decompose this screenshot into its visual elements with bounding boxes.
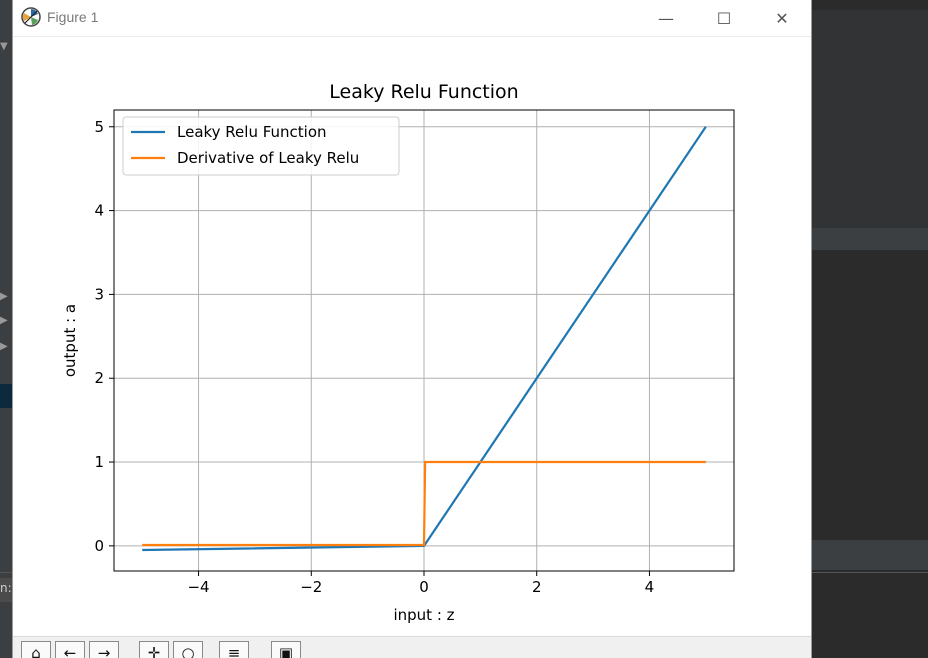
save-icon: ▣ [278, 644, 294, 658]
pan-move-icon: ✛ [147, 644, 161, 658]
forward-arrow-icon: → [97, 644, 111, 658]
forward-button[interactable]: → [89, 641, 119, 658]
legend: Leaky Relu Function Derivative of Leaky R… [122, 116, 400, 176]
window-title: Figure 1 [47, 9, 99, 25]
legend-label-1: Leaky Relu Function [177, 123, 327, 141]
minimize-button[interactable]: — [643, 0, 689, 36]
zoom-icon: ○ [181, 644, 195, 658]
y-tick-label: 0 [94, 537, 104, 555]
legend-box [122, 116, 400, 176]
save-button[interactable]: ▣ [271, 641, 301, 658]
expand-arrow-icon[interactable]: ▶ [0, 315, 8, 326]
expand-arrow-icon[interactable]: ▼ [0, 41, 8, 52]
series-layer [142, 126, 707, 552]
figure-window: Figure 1 — ☐ ✕ −4 −2 0 2 4 0 1 2 3 4 5 Leaky Relu … [12, 0, 812, 658]
x-tick-label: 2 [532, 578, 542, 596]
background-side-label: n: [0, 581, 12, 595]
expand-arrow-icon[interactable]: ▶ [0, 341, 8, 352]
background-panel-bar [810, 228, 928, 250]
back-button[interactable]: ← [55, 641, 85, 658]
maximize-button[interactable]: ☐ [701, 0, 747, 36]
x-tick-label: −2 [300, 578, 322, 596]
background-left-dark [0, 578, 12, 602]
subplots-config-icon: ≡ [227, 644, 241, 658]
home-button[interactable]: ⌂ [21, 641, 51, 658]
plot-canvas[interactable]: −4 −2 0 2 4 0 1 2 3 4 5 Leaky Relu Function input … [13, 37, 811, 635]
background-left-strip [0, 0, 12, 658]
background-left-highlight [0, 384, 12, 408]
chart-title: Leaky Relu Function [329, 81, 518, 103]
y-tick-label: 3 [94, 285, 104, 303]
configure-button[interactable]: ≡ [219, 641, 249, 658]
y-tick-label: 1 [94, 453, 104, 471]
x-axis-label: input : z [393, 606, 454, 624]
background-panel-bottom [810, 570, 928, 658]
toolbar: ⌂ ← → ✛ ○ ≡ ▣ [13, 636, 811, 658]
series-line-2 [142, 460, 706, 547]
y-tick-label: 5 [94, 118, 104, 136]
y-tick-label: 2 [94, 369, 104, 387]
background-panel-mid [810, 250, 928, 540]
expand-arrow-icon[interactable]: ▶ [0, 291, 8, 302]
close-button[interactable]: ✕ [759, 0, 805, 36]
y-tick-label: 4 [94, 202, 104, 220]
legend-label-2: Derivative of Leaky Relu [177, 149, 359, 167]
back-arrow-icon: ← [63, 644, 77, 658]
title-bar[interactable]: Figure 1 — ☐ ✕ [13, 0, 811, 37]
ticks: −4 −2 0 2 4 0 1 2 3 4 5 [94, 118, 654, 596]
close-icon: ✕ [775, 8, 789, 28]
maximize-icon: ☐ [716, 8, 732, 28]
x-tick-label: −4 [187, 578, 209, 596]
x-tick-label: 0 [419, 578, 429, 596]
x-tick-label: 4 [645, 578, 655, 596]
background-panel-bar-2 [810, 540, 928, 570]
minimize-icon: — [658, 8, 674, 28]
app-icon [21, 7, 41, 27]
pan-button[interactable]: ✛ [139, 641, 169, 658]
home-icon: ⌂ [31, 644, 41, 658]
y-axis-label: output : a [61, 304, 79, 377]
zoom-button[interactable]: ○ [173, 641, 203, 658]
chart: −4 −2 0 2 4 0 1 2 3 4 5 Leaky Relu Function input … [61, 81, 735, 624]
background-panel-top [810, 10, 928, 228]
